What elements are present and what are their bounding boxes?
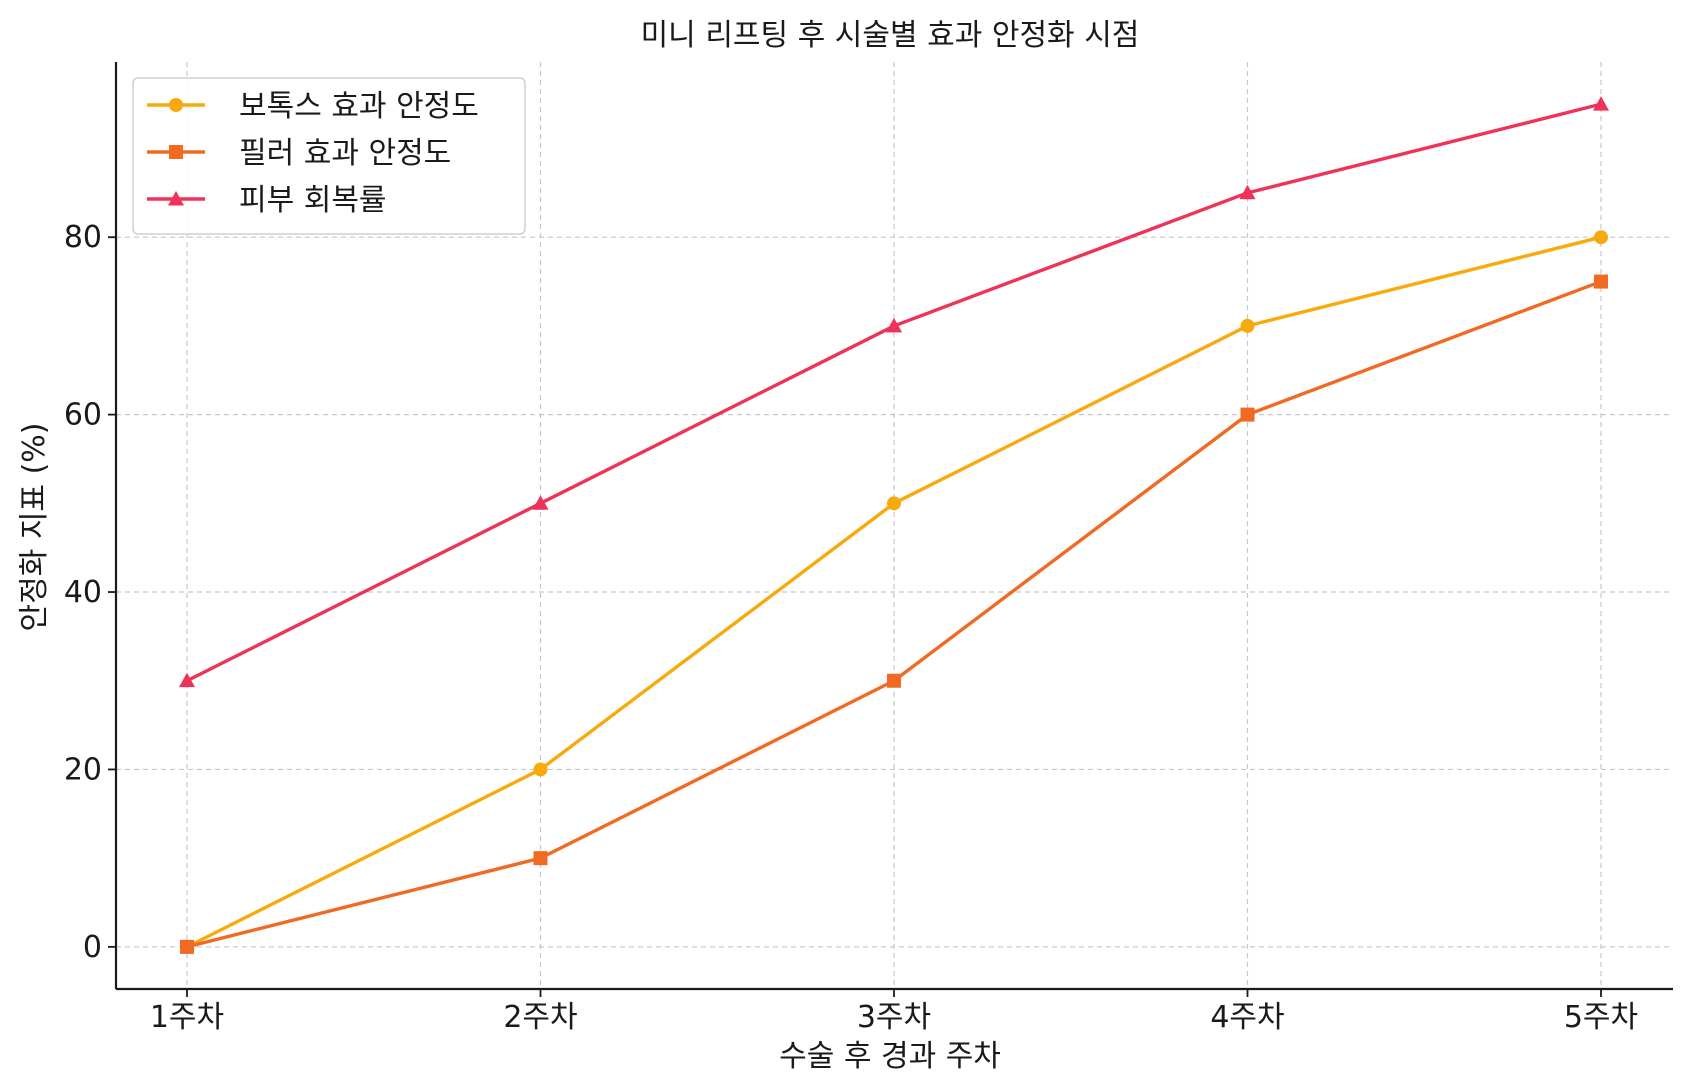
legend-box [132, 77, 526, 235]
legend-entry: 피부 회복률 [147, 183, 387, 218]
series-group [178, 96, 1610, 954]
series-2 [180, 274, 1608, 954]
y-tick-label: 80 [64, 220, 102, 255]
data-point [1594, 230, 1608, 245]
data-point [1592, 96, 1610, 111]
axes [108, 62, 1673, 997]
y-tick-label: 60 [64, 398, 102, 433]
data-point [1239, 184, 1256, 200]
legend-label: 피부 회복률 [239, 183, 387, 218]
legend-entry: 보톡스 효과 안정도 [147, 89, 479, 124]
legend-label: 필러 효과 안정도 [239, 136, 451, 171]
data-point [887, 496, 901, 511]
data-point [178, 672, 196, 688]
x-tick-label: 5주차 [1564, 1000, 1638, 1035]
legend-marker [169, 98, 183, 112]
data-point [885, 317, 903, 333]
x-tick-label: 3주차 [857, 1000, 931, 1035]
y-tick-label: 20 [64, 752, 102, 787]
data-point [1594, 274, 1608, 289]
data-point [180, 939, 194, 954]
data-point [1240, 318, 1255, 333]
data-point [1240, 407, 1255, 422]
series-3 [178, 96, 1610, 688]
legend-marker [167, 190, 185, 206]
legend-marker [169, 145, 183, 159]
y-axis-label: 안정화 지표 (%) [17, 423, 52, 632]
legend-label: 보톡스 효과 안정도 [239, 89, 479, 124]
x-axis-label: 수술 후 경과 주차 [779, 1039, 1001, 1074]
x-tick-label: 1주차 [150, 1000, 224, 1035]
x-tick-label: 2주차 [503, 1000, 577, 1035]
legend-entry: 필러 효과 안정도 [147, 136, 451, 171]
tick-labels: 1주차 2주차 3주차 4주차 5주차 0 20 40 60 80 [64, 220, 1638, 1035]
series-1 [180, 230, 1608, 954]
y-tick-label: 0 [83, 930, 102, 965]
data-point [533, 851, 548, 866]
y-tick-label: 40 [64, 575, 102, 610]
x-tick-label: 4주차 [1210, 1000, 1284, 1035]
grid-lines [116, 62, 1673, 989]
chart-title: 미니 리프팅 후 시술별 효과 안정화 시점 [641, 18, 1140, 53]
data-point [533, 762, 548, 777]
data-point [532, 495, 549, 510]
data-point [887, 673, 901, 688]
